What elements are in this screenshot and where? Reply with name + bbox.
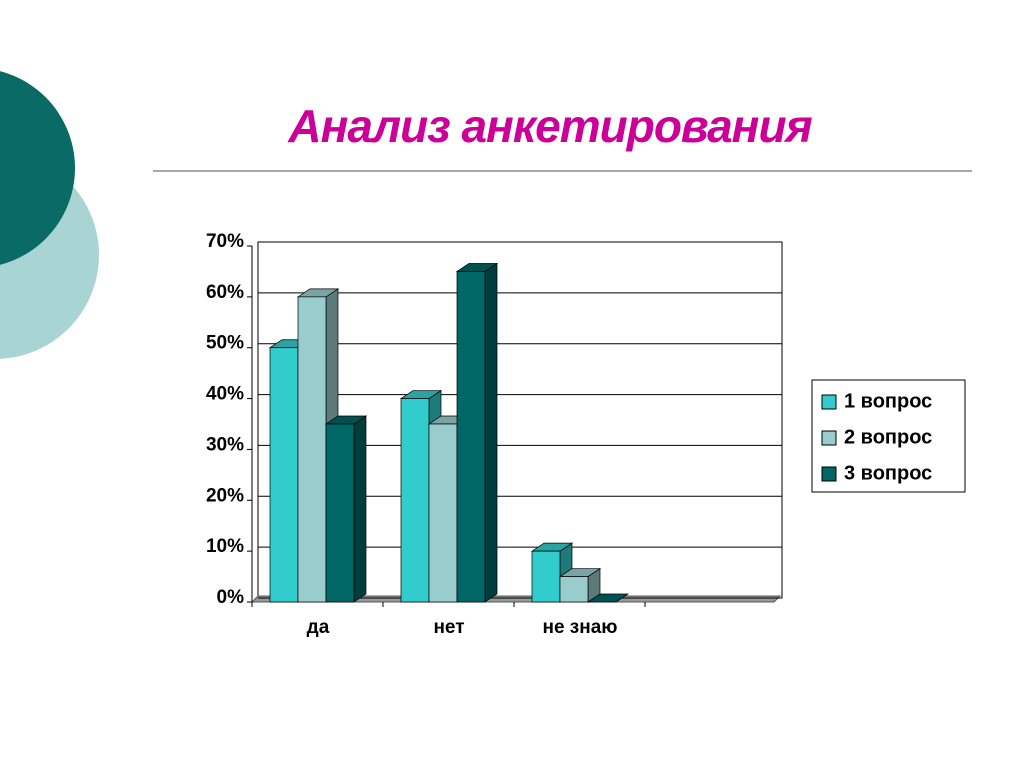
legend-swatch — [821, 394, 837, 410]
bar — [269, 347, 299, 603]
bar — [325, 423, 355, 603]
y-tick-label: 70% — [206, 231, 244, 252]
bar — [559, 576, 589, 603]
slide-title: Анализ анкетирования — [287, 100, 812, 152]
y-tick-label: 20% — [206, 485, 244, 506]
bar-top — [586, 593, 630, 603]
x-tick-label: да — [307, 617, 330, 638]
legend-swatch — [821, 466, 837, 482]
y-tick-label: 10% — [206, 536, 244, 557]
legend-swatch — [821, 430, 837, 446]
legend-label: 1 вопрос — [844, 390, 932, 412]
y-tick-label: 50% — [206, 333, 244, 354]
bar-side — [353, 415, 367, 603]
x-tick-label: нет — [433, 617, 464, 638]
bar — [400, 398, 430, 603]
y-tick-label: 40% — [206, 384, 244, 405]
bar-side — [484, 262, 498, 603]
x-tick-label: не знаю — [542, 617, 617, 638]
y-tick-label: 30% — [206, 434, 244, 455]
bar — [456, 271, 486, 603]
legend-label: 3 вопрос — [844, 462, 932, 484]
legend-box — [811, 379, 966, 493]
y-tick-label: 60% — [206, 282, 244, 303]
decor-circle — [0, 71, 75, 265]
legend-label: 2 вопрос — [844, 426, 932, 448]
bar — [297, 296, 327, 603]
bar — [428, 423, 458, 603]
y-tick-label: 0% — [217, 587, 245, 608]
bar — [531, 550, 561, 603]
